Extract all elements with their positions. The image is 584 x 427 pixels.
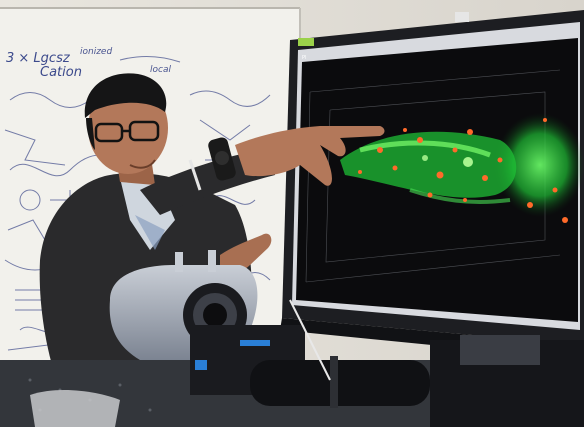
glasses-icon xyxy=(94,120,160,143)
monitor-app-label: Pl xyxy=(302,55,306,61)
watch-icon xyxy=(208,137,236,181)
whiteboard-line-2: Cation xyxy=(40,65,82,80)
whiteboard-line-1: 3 × Lgcsz xyxy=(6,51,71,66)
whiteboard-note-1: ionized xyxy=(80,47,112,57)
monitor: Pl xyxy=(280,10,584,360)
microscope-icon xyxy=(0,250,584,427)
whiteboard-note-2: local xyxy=(150,65,171,75)
